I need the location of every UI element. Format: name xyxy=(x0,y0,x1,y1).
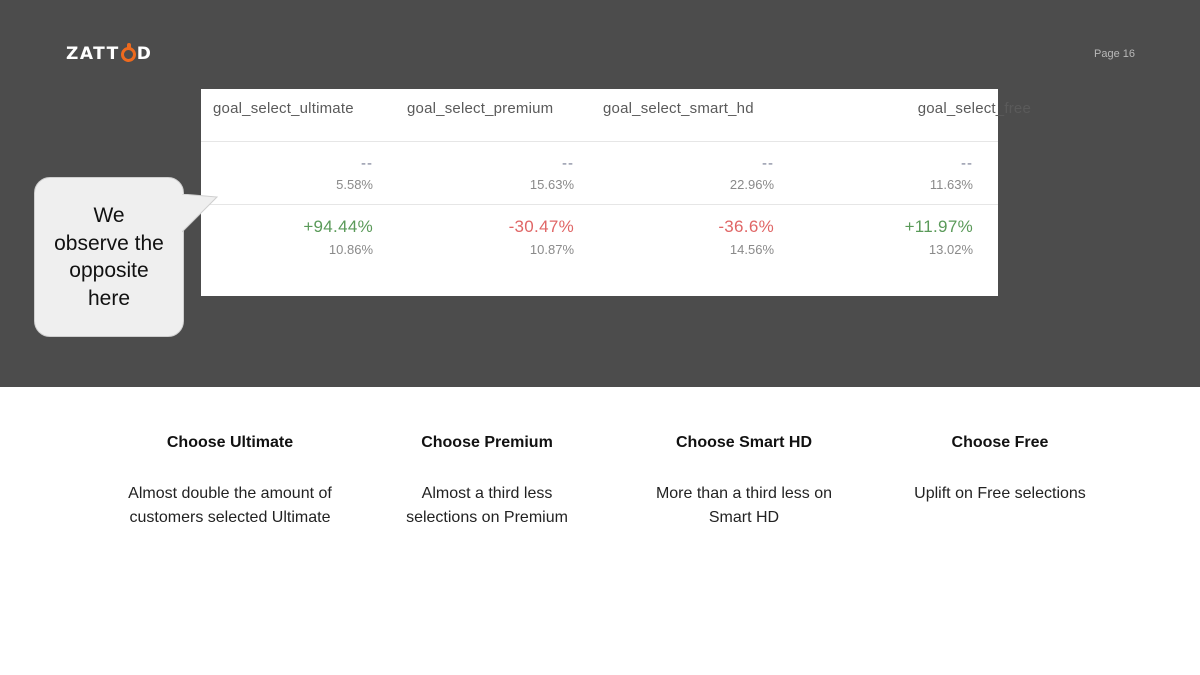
control-rate: 11.63% xyxy=(929,177,973,192)
zattoo-logo: ZATT D xyxy=(66,42,153,64)
summary-premium: Choose Premium Almost a third less selec… xyxy=(372,434,602,530)
summary-title: Choose Free xyxy=(951,434,1049,451)
control-rate: 22.96% xyxy=(729,177,774,192)
control-delta: -- xyxy=(562,155,574,172)
control-delta: -- xyxy=(762,155,774,172)
logo-text-end: D xyxy=(136,44,153,64)
uplift-value: +11.97% xyxy=(904,217,973,236)
logo-ring-icon xyxy=(120,42,136,62)
callout-text: We observe the opposite here xyxy=(54,204,164,310)
column-header: goal_select_free xyxy=(917,100,1031,117)
uplift-value: +94.44% xyxy=(303,217,373,236)
speech-bubble-callout: We observe the opposite here xyxy=(34,177,184,337)
column-ultimate: goal_select_ultimate -- 5.58% +94.44% 10… xyxy=(213,89,373,296)
summary-ultimate: Choose Ultimate Almost double the amount… xyxy=(115,434,345,530)
column-premium: goal_select_premium -- 15.63% -30.47% 10… xyxy=(407,89,574,296)
header-divider xyxy=(201,141,998,142)
summary-title: Choose Ultimate xyxy=(166,434,294,451)
control-rate: 5.58% xyxy=(336,177,373,192)
column-smart-hd: goal_select_smart_hd -- 22.96% -36.6% 14… xyxy=(603,89,774,296)
summary-text: Almost double the amount of customers se… xyxy=(128,485,332,526)
summary-text: Almost a third less selections on Premiu… xyxy=(406,485,568,526)
column-header: goal_select_smart_hd xyxy=(603,100,754,117)
summary-text: Uplift on Free selections xyxy=(914,485,1086,502)
control-delta: -- xyxy=(361,155,373,172)
speech-bubble-tail xyxy=(182,194,219,233)
column-free: goal_select_free -- 11.63% +11.97% 13.02… xyxy=(841,89,1031,296)
column-header: goal_select_ultimate xyxy=(213,100,354,117)
summary-smart-hd: Choose Smart HD More than a third less o… xyxy=(629,434,859,530)
summary-title: Choose Premium xyxy=(421,434,553,451)
variant-rate: 10.87% xyxy=(529,242,574,257)
uplift-value: -36.6% xyxy=(718,217,774,236)
column-header: goal_select_premium xyxy=(407,100,554,117)
results-table: goal_select_ultimate -- 5.58% +94.44% 10… xyxy=(201,89,1031,296)
logo-text-start: ZATT xyxy=(66,44,120,64)
variant-rate: 14.56% xyxy=(729,242,774,257)
uplift-value: -30.47% xyxy=(508,217,574,236)
summary-free: Choose Free Uplift on Free selections xyxy=(885,434,1115,506)
variant-rate: 13.02% xyxy=(928,242,973,257)
page-number: Page 16 xyxy=(1094,48,1135,60)
row-divider xyxy=(201,204,998,205)
summary-title: Choose Smart HD xyxy=(675,434,813,451)
control-rate: 15.63% xyxy=(529,177,574,192)
control-delta: -- xyxy=(961,155,973,172)
summary-text: More than a third less on Smart HD xyxy=(655,485,833,526)
variant-rate: 10.86% xyxy=(328,242,373,257)
